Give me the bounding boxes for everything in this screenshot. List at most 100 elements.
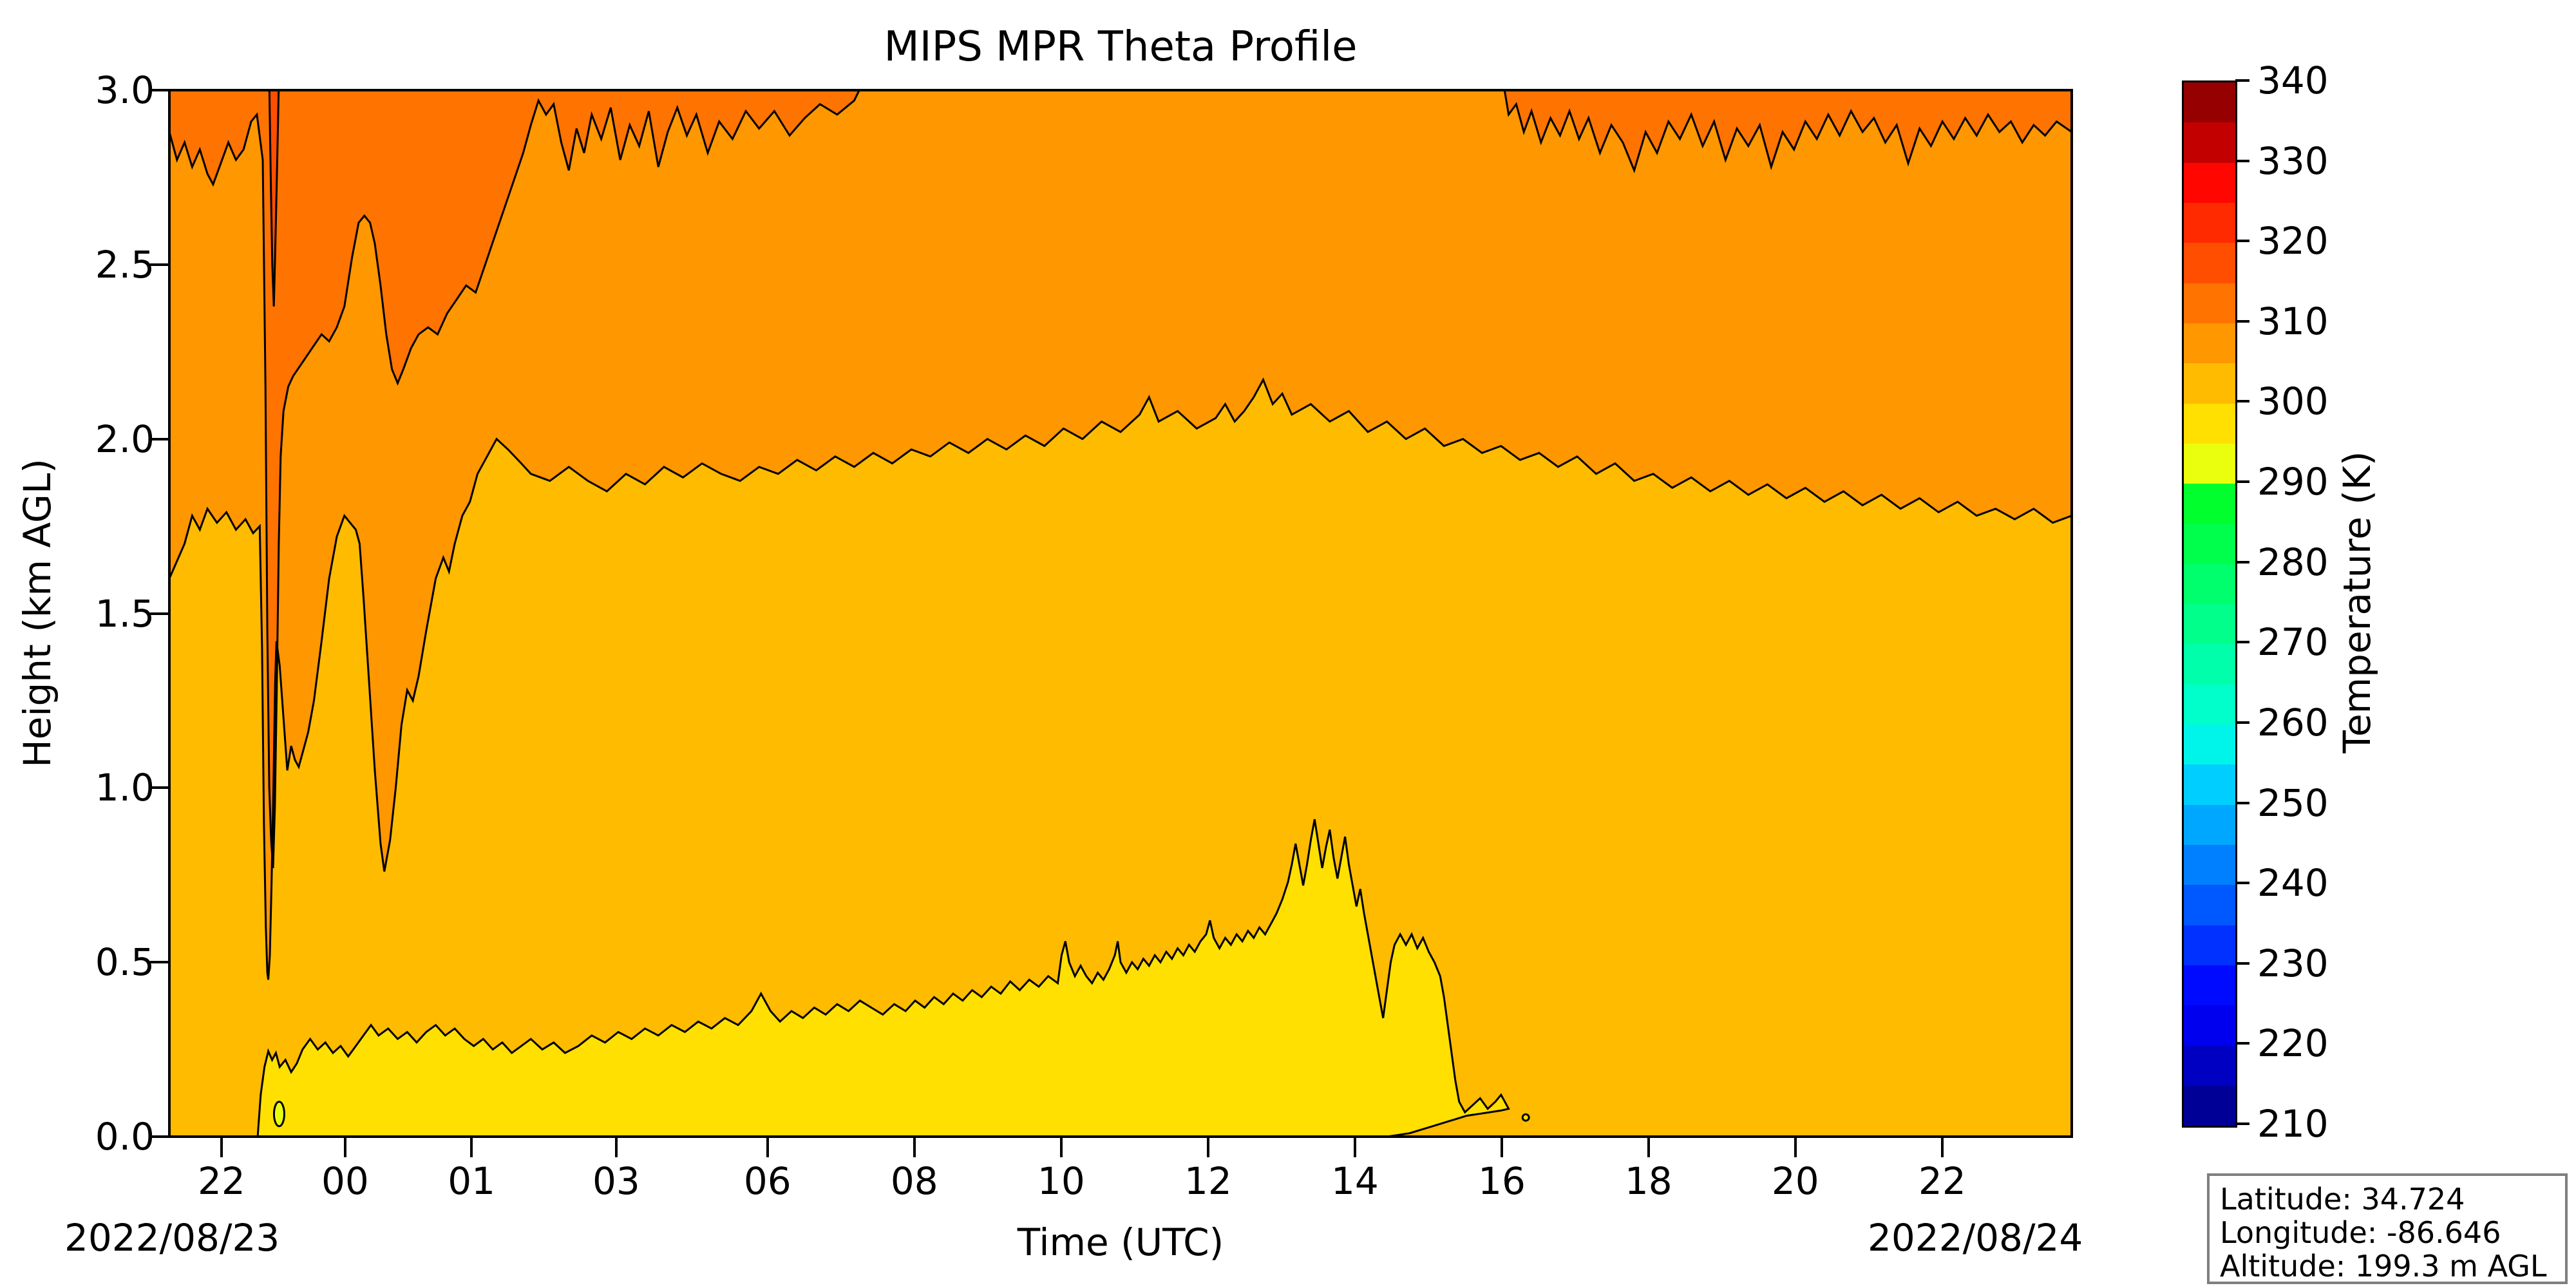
x-tick-label: 10 [1037, 1159, 1085, 1203]
colorbar-tick-label: 320 [2257, 219, 2329, 263]
band-290-295-blob [272, 1101, 285, 1128]
contour-line-315 [268, 90, 280, 307]
x-tick-label: 00 [321, 1159, 369, 1203]
colorbar-tick-mark [2235, 240, 2249, 243]
x-tick-label: 01 [448, 1159, 495, 1203]
altitude-text: Altitude: 199.3 m AGL [2220, 1249, 2547, 1283]
x-tick-mark [766, 1138, 769, 1157]
colorbar-segment [2184, 604, 2235, 645]
colorbar-segment [2184, 484, 2235, 524]
x-axis-label: Time (UTC) [1017, 1220, 1224, 1264]
contour-plot-svg [169, 90, 2072, 1137]
colorbar-segment [2184, 804, 2235, 845]
colorbar-segment [2184, 1085, 2235, 1126]
colorbar-tick-mark [2235, 882, 2249, 885]
longitude-text: Longitude: -86.646 [2220, 1215, 2501, 1250]
x-tick-mark [220, 1138, 223, 1157]
x-tick-label: 16 [1478, 1159, 1526, 1203]
contour-plot-area [169, 90, 2072, 1137]
colorbar-tick-label: 280 [2257, 540, 2329, 584]
colorbar-tick-mark [2235, 79, 2249, 82]
y-tick-label: 1.0 [95, 766, 155, 810]
colorbar-segment [2184, 844, 2235, 886]
x-tick-label: 12 [1184, 1159, 1232, 1203]
colorbar-segment [2184, 443, 2235, 484]
contour-speck-300 [1521, 1113, 1530, 1122]
colorbar-segment [2184, 283, 2235, 323]
latitude-text: Latitude: 34.724 [2220, 1182, 2465, 1217]
colorbar-label: Temperature (K) [2335, 451, 2379, 753]
colorbar-tick-label: 340 [2257, 59, 2329, 102]
colorbar-segment [2184, 524, 2235, 564]
colorbar-tick-mark [2235, 721, 2249, 724]
colorbar-segment [2184, 885, 2235, 925]
x-tick-label: 20 [1771, 1159, 1819, 1203]
colorbar-segment [2184, 363, 2235, 404]
x-tick-mark [1206, 1138, 1209, 1157]
y-tick-label: 0.5 [95, 940, 155, 985]
colorbar-tick-label: 300 [2257, 379, 2329, 424]
colorbar-segment [2184, 684, 2235, 724]
x-tick-mark [1059, 1138, 1063, 1157]
colorbar-tick-label: 250 [2257, 781, 2329, 825]
colorbar-tick-label: 260 [2257, 700, 2329, 744]
y-tick-mark [150, 263, 169, 266]
colorbar-tick-label: 210 [2257, 1102, 2329, 1146]
date-label-end: 2022/08/24 [1868, 1216, 2083, 1260]
colorbar-tick-mark [2235, 641, 2249, 644]
contour-line-305 [169, 377, 2072, 980]
x-tick-label: 06 [743, 1159, 791, 1203]
y-tick-mark [150, 961, 169, 964]
x-tick-label: 18 [1624, 1159, 1672, 1203]
colorbar-segment [2184, 1045, 2235, 1086]
x-tick-mark [1940, 1138, 1944, 1157]
colorbar-segment [2184, 162, 2235, 203]
colorbar-tick-label: 230 [2257, 941, 2329, 985]
x-tick-mark [1647, 1138, 1650, 1157]
colorbar-tick-mark [2235, 801, 2249, 804]
band-295-300 [258, 819, 1509, 1137]
colorbar-segment [2184, 965, 2235, 1006]
y-tick-label: 3.0 [95, 68, 155, 112]
colorbar-tick-mark [2235, 560, 2249, 564]
colorbar-segment [2184, 1005, 2235, 1046]
colorbar-tick-mark [2235, 480, 2249, 484]
colorbar-tick-label: 220 [2257, 1021, 2329, 1066]
x-tick-mark [614, 1138, 618, 1157]
x-tick-label: 22 [1918, 1159, 1966, 1203]
date-label-start: 2022/08/23 [64, 1216, 280, 1260]
colorbar-segment [2184, 323, 2235, 364]
x-tick-mark [913, 1138, 916, 1157]
band-305-310 [169, 90, 2072, 980]
y-tick-label: 2.5 [95, 242, 155, 287]
y-tick-mark [150, 612, 169, 615]
colorbar-tick-mark [2235, 1042, 2249, 1045]
colorbar-tick-mark [2235, 319, 2249, 323]
colorbar-tick-label: 270 [2257, 620, 2329, 665]
colorbar-segment [2184, 82, 2235, 123]
colorbar-tick-mark [2235, 159, 2249, 162]
x-tick-mark [1500, 1138, 1503, 1157]
y-axis-label: Height (km AGL) [15, 459, 59, 768]
x-tick-label: 08 [890, 1159, 938, 1203]
colorbar-segment [2184, 564, 2235, 605]
x-tick-label: 14 [1331, 1159, 1379, 1203]
y-tick-mark [150, 786, 169, 790]
x-tick-mark [1794, 1138, 1797, 1157]
colorbar-tick-mark [2235, 961, 2249, 965]
colorbar-tick-mark [2235, 1122, 2249, 1125]
colorbar-segment [2184, 724, 2235, 765]
station-info-box: Latitude: 34.724 Longitude: -86.646 Alti… [2207, 1173, 2568, 1284]
band-315-320 [269, 90, 279, 307]
colorbar-tick-label: 240 [2257, 861, 2329, 905]
chart-title: MIPS MPR Theta Profile [884, 23, 1358, 71]
x-tick-mark [470, 1138, 473, 1157]
colorbar [2182, 80, 2237, 1128]
colorbar-segment [2184, 764, 2235, 805]
colorbar-segment [2184, 644, 2235, 685]
x-tick-label: 03 [592, 1159, 640, 1203]
colorbar-tick-mark [2235, 400, 2249, 403]
y-tick-label: 1.5 [95, 591, 155, 636]
y-tick-mark [150, 437, 169, 440]
